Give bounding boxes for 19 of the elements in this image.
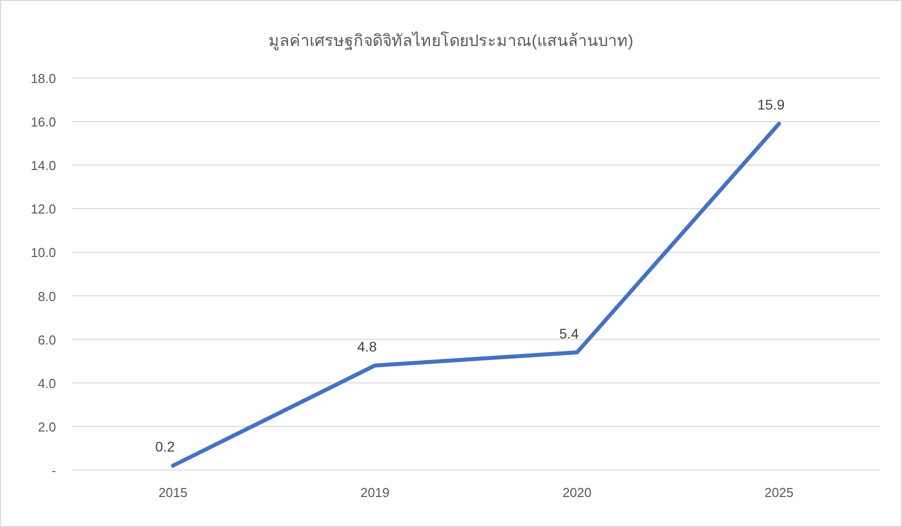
y-tick-label: -	[52, 463, 56, 478]
y-tick-label: 16.0	[30, 114, 56, 130]
y-tick-label: 6.0	[38, 332, 56, 348]
x-tick-label: 2019	[360, 485, 390, 500]
y-tick-label: 2.0	[38, 419, 56, 434]
data-label: 0.2	[155, 438, 175, 455]
y-tick-label: 14.0	[30, 158, 56, 174]
y-tick-label: 4.0	[38, 376, 56, 391]
x-tick-label: 2015	[158, 485, 188, 500]
y-tick-label: 18.0	[30, 71, 56, 86]
y-tick-label: 10.0	[30, 245, 56, 260]
data-label: 4.8	[357, 338, 377, 354]
y-tick-label: 8.0	[38, 288, 56, 304]
y-tick-label: 12.0	[30, 202, 56, 217]
chart-title: มูลค่าเศรษฐกิจดิจิทัลไทยโดยประมาณ(แสนล้านบาท)	[268, 31, 634, 51]
data-label: 5.4	[559, 325, 579, 342]
x-tick-label: 2020	[562, 485, 592, 500]
data-label: 15.9	[757, 96, 785, 113]
x-tick-label: 2025	[764, 485, 794, 500]
